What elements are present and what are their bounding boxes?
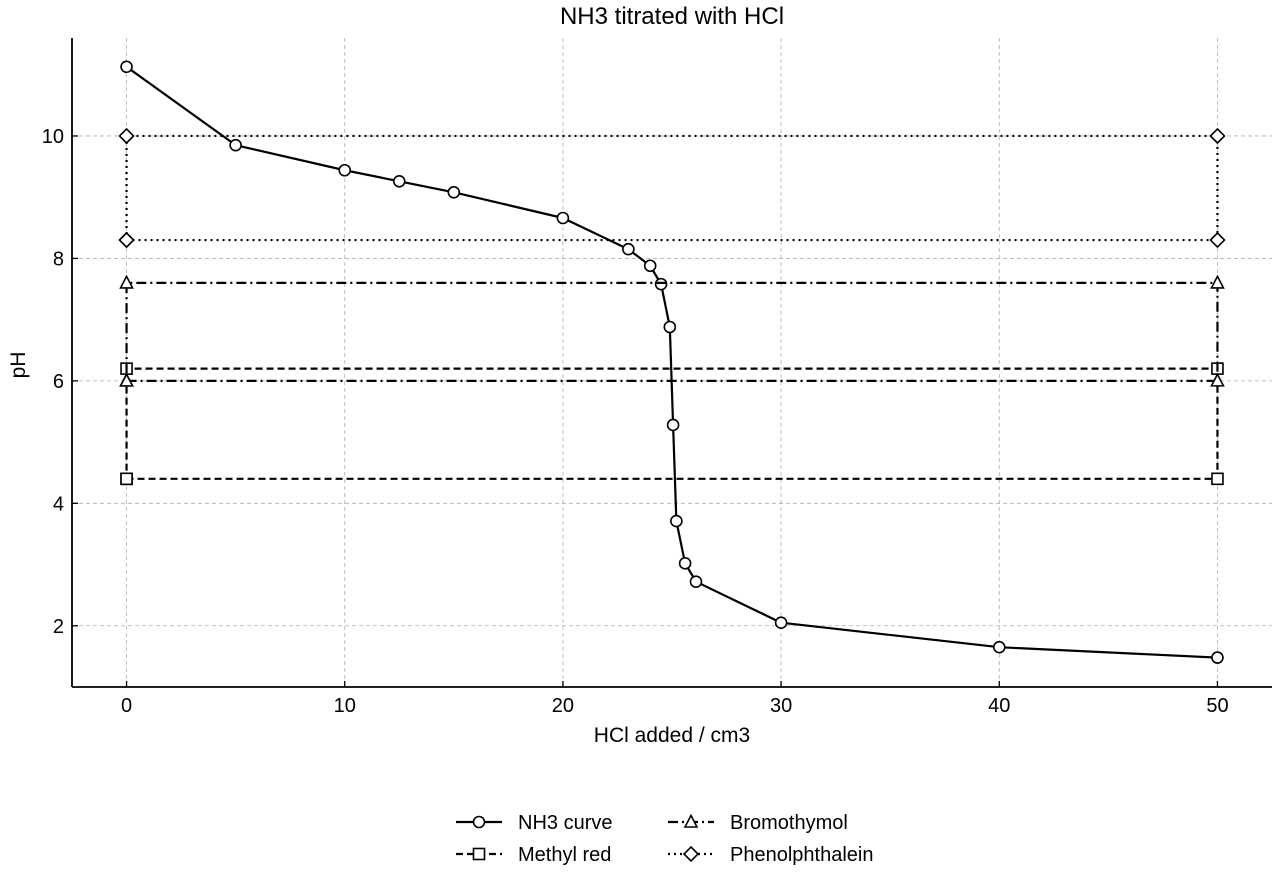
x-tick-label: 50 [1206,695,1228,717]
legend-label-bromothymol: Bromothymol [730,812,848,834]
data-point-nh3-curve [392,174,406,188]
data-point-phenolphthalein [1209,231,1226,249]
data-point-nh3-curve [120,60,133,74]
y-tick-label: 6 [53,371,64,393]
x-tick-label: 10 [334,695,356,717]
data-point-nh3-curve [229,138,242,152]
data-point-nh3-curve [666,418,680,432]
y-tick-label: 8 [53,248,64,270]
series-layer [118,60,1226,664]
data-point-phenolphthalein [118,231,135,249]
x-tick-label: 20 [552,695,574,717]
data-point-nh3-curve [663,320,677,334]
series-bromothymol [119,274,1225,387]
data-point-nh3-curve [556,211,570,225]
y-tick-label: 10 [42,126,64,148]
data-point-methyl-red [1211,472,1224,486]
legend-entry-bromothymol: Bromothymol [668,812,848,834]
data-point-phenolphthalein [118,127,135,145]
axes [71,38,1272,688]
data-point-nh3-curve [622,242,635,256]
legend-entry-phenolphthalein: Phenolphthalein [668,844,873,866]
data-point-nh3-curve [678,557,692,570]
data-point-bromothymol [119,274,134,289]
data-point-nh3-curve [670,514,683,528]
legend-marker-methyl-red [472,847,486,861]
legend-marker-bromothymol [683,813,699,828]
data-point-nh3-curve [689,575,703,588]
data-point-nh3-curve [1211,651,1224,664]
x-tick-label: 0 [121,695,132,717]
series-phenolphthalein [118,127,1226,249]
x-axis-label: HCl added / cm3 [594,724,750,747]
data-point-nh3-curve [338,163,352,177]
data-point-nh3-curve [992,640,1006,654]
data-point-nh3-curve [774,616,788,630]
legend-marker-nh3-curve [472,815,486,829]
data-point-bromothymol [1210,274,1225,289]
legend-marker-phenolphthalein [682,845,700,863]
legend-label-methyl-red: Methyl red [518,844,611,866]
legend-label-nh3-curve: NH3 curve [518,812,612,834]
x-tick-label: 40 [988,695,1010,717]
legend-label-phenolphthalein: Phenolphthalein [730,844,873,866]
data-point-methyl-red [120,472,133,486]
legend: NH3 curve Methyl red Bromothymol Phenolphth… [456,812,873,866]
series-line-nh3-curve [125,65,1218,659]
x-tick-label: 30 [770,695,792,717]
data-point-nh3-curve [654,277,668,291]
data-point-nh3-curve [643,259,657,273]
y-axis-label: pH [7,352,30,379]
y-tick-label: 4 [53,493,64,515]
legend-entry-nh3-curve: NH3 curve [456,812,612,834]
data-point-bromothymol [119,372,134,387]
data-point-bromothymol [1210,372,1225,387]
data-point-nh3-curve [447,185,461,199]
y-tick-label: 2 [53,616,64,638]
legend-entry-methyl-red: Methyl red [456,844,611,866]
chart-title: NH3 titrated with HCl [560,3,784,30]
series-line-phenolphthalein [125,134,1219,242]
data-point-phenolphthalein [1209,127,1226,145]
series-nh3-curve [120,60,1224,664]
tick-labels: 0 10 20 30 40 50 2 4 6 8 10 [42,126,1229,717]
